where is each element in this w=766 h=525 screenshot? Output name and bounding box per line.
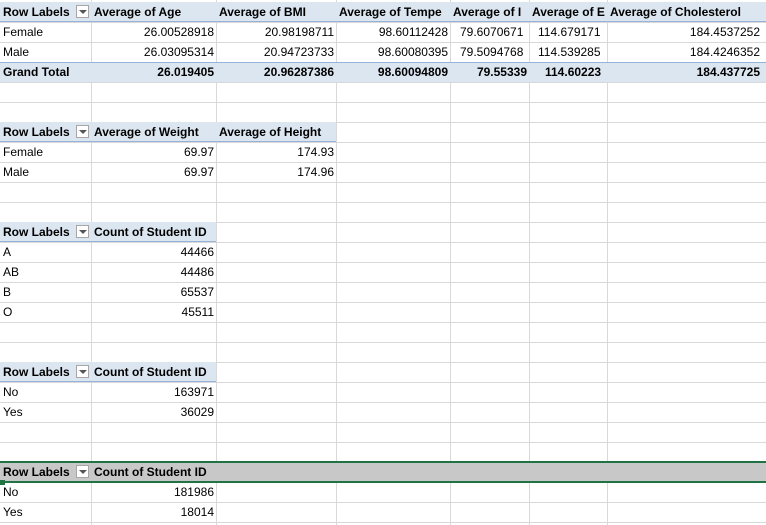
value-cell[interactable]: 98.60094809 bbox=[377, 65, 448, 79]
value-cell[interactable]: 20.96287386 bbox=[263, 65, 334, 79]
value-cell[interactable]: 36029 bbox=[180, 405, 214, 419]
filter-dropdown-icon[interactable] bbox=[76, 465, 89, 478]
row-labels-header[interactable]: Row Labels bbox=[3, 465, 70, 479]
value-cell[interactable]: 184.437725 bbox=[696, 65, 760, 79]
col-header-age[interactable]: Average of Age bbox=[94, 5, 182, 19]
value-cell[interactable]: 69.97 bbox=[183, 165, 214, 179]
value-cell[interactable]: 44486 bbox=[180, 265, 214, 279]
col-header-blood-pressure[interactable]: Average of E bbox=[532, 5, 605, 19]
row-selection-outline bbox=[0, 461, 766, 483]
value-cell[interactable]: 79.5094768 bbox=[460, 45, 524, 59]
row-labels-header[interactable]: Row Labels bbox=[3, 365, 70, 379]
value-cell[interactable]: 26.03095314 bbox=[143, 45, 214, 59]
value-cell[interactable]: 44466 bbox=[180, 245, 214, 259]
value-cell[interactable]: 98.60112428 bbox=[378, 25, 448, 39]
filter-dropdown-icon[interactable] bbox=[76, 365, 89, 378]
value-cell[interactable]: 65537 bbox=[180, 285, 214, 299]
value-cell[interactable]: 20.94723733 bbox=[263, 45, 334, 59]
value-cell[interactable]: 79.6070671 bbox=[460, 25, 524, 39]
row-labels-header[interactable]: Row Labels bbox=[3, 125, 70, 139]
col-header-weight[interactable]: Average of Weight bbox=[94, 125, 199, 139]
value-cell[interactable]: 114.539285 bbox=[538, 45, 601, 59]
value-cell[interactable]: 20.98198711 bbox=[264, 25, 334, 39]
row-label[interactable]: Yes bbox=[3, 505, 23, 519]
value-cell[interactable]: 26.019405 bbox=[157, 65, 214, 79]
value-cell[interactable]: 114.679171 bbox=[538, 25, 601, 39]
col-header-bmi[interactable]: Average of BMI bbox=[219, 5, 306, 19]
value-cell[interactable]: 184.4246352 bbox=[689, 45, 760, 59]
col-header-cholesterol[interactable]: Average of Cholesterol bbox=[610, 5, 741, 19]
row-label[interactable]: O bbox=[3, 305, 13, 319]
value-cell[interactable]: 181986 bbox=[173, 485, 214, 499]
col-header-heart-rate[interactable]: Average of I bbox=[453, 5, 522, 19]
value-cell[interactable]: 98.60080395 bbox=[377, 45, 448, 59]
filter-dropdown-icon[interactable] bbox=[76, 225, 89, 238]
value-cell[interactable]: 69.97 bbox=[183, 145, 214, 159]
value-cell[interactable]: 174.93 bbox=[297, 145, 334, 159]
value-cell[interactable]: 163971 bbox=[173, 385, 214, 399]
row-labels-header[interactable]: Row Labels bbox=[3, 225, 70, 239]
col-header-count[interactable]: Count of Student ID bbox=[94, 465, 207, 479]
row-labels-header[interactable]: Row Labels bbox=[3, 5, 70, 19]
col-header-height[interactable]: Average of Height bbox=[219, 125, 322, 139]
grand-total-label[interactable]: Grand Total bbox=[3, 65, 70, 79]
filter-dropdown-icon[interactable] bbox=[76, 125, 89, 138]
value-cell[interactable]: 26.00528918 bbox=[143, 25, 214, 39]
selection-fill-handle[interactable] bbox=[0, 480, 5, 485]
row-label[interactable]: A bbox=[3, 245, 12, 259]
value-cell[interactable]: 79.55339 bbox=[476, 65, 527, 79]
row-label[interactable]: No bbox=[3, 485, 19, 499]
value-cell[interactable]: 184.4537252 bbox=[689, 25, 760, 39]
filter-dropdown-icon[interactable] bbox=[76, 5, 89, 18]
row-label[interactable]: AB bbox=[3, 265, 20, 279]
value-cell[interactable]: 45511 bbox=[181, 305, 214, 319]
col-header-count[interactable]: Count of Student ID bbox=[94, 225, 207, 239]
row-label[interactable]: Yes bbox=[3, 405, 23, 419]
row-label-female[interactable]: Female bbox=[3, 25, 44, 39]
row-label-male[interactable]: Male bbox=[3, 165, 30, 179]
row-label[interactable]: No bbox=[3, 385, 19, 399]
row-label-male[interactable]: Male bbox=[3, 45, 30, 59]
value-cell[interactable]: 114.60223 bbox=[545, 65, 602, 79]
row-label-female[interactable]: Female bbox=[3, 145, 44, 159]
row-label[interactable]: B bbox=[3, 285, 12, 299]
value-cell[interactable]: 174.96 bbox=[297, 165, 334, 179]
value-cell[interactable]: 18014 bbox=[180, 505, 214, 519]
col-header-temperature[interactable]: Average of Tempe bbox=[339, 5, 442, 19]
col-header-count[interactable]: Count of Student ID bbox=[94, 365, 207, 379]
